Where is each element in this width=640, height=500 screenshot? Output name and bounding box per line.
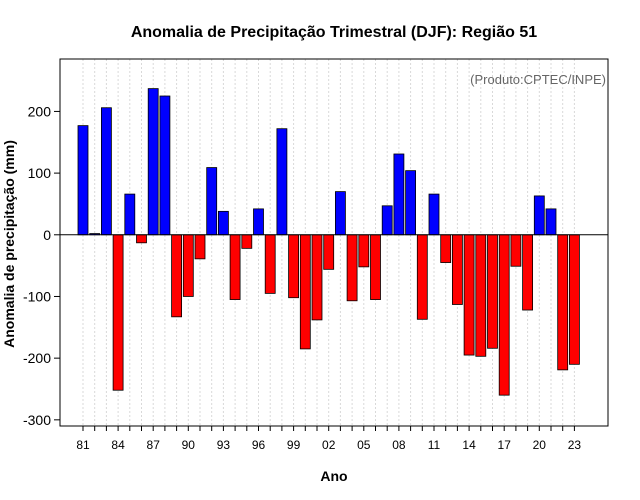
bar-87 xyxy=(147,88,159,236)
x-tick-label: 87 xyxy=(147,438,161,452)
x-axis-label: Ano xyxy=(320,468,347,484)
bar-91 xyxy=(194,234,206,260)
x-tick-label: 90 xyxy=(182,438,196,452)
bar-21 xyxy=(545,208,557,236)
bar-07 xyxy=(381,205,393,236)
bar-08 xyxy=(393,153,405,236)
y-axis-label: Anomalia de precipitação (mm) xyxy=(1,140,17,348)
bar-10 xyxy=(416,234,428,320)
bar-18 xyxy=(510,234,522,267)
x-tick-label: 23 xyxy=(568,438,582,452)
x-tick-label: 11 xyxy=(428,438,441,452)
x-tick-label: 20 xyxy=(533,438,547,452)
bar-03 xyxy=(334,191,346,236)
bar-06 xyxy=(370,234,381,300)
bar-84 xyxy=(112,234,124,391)
x-tick-label: 84 xyxy=(111,438,125,452)
credit-label: (Produto:CPTEC/INPE) xyxy=(470,72,606,87)
y-tick-label: -200 xyxy=(23,350,51,366)
bar-83 xyxy=(101,107,112,236)
bar-12 xyxy=(440,234,452,263)
x-tick-label: 08 xyxy=(392,438,406,452)
bars xyxy=(77,88,580,396)
bar-98 xyxy=(276,128,288,236)
x-tick-label: 02 xyxy=(322,438,336,452)
bar-20 xyxy=(533,195,545,236)
bar-99 xyxy=(288,234,300,299)
bar-95 xyxy=(241,234,253,249)
y-tick-label: 200 xyxy=(28,103,52,119)
x-tick-label: 93 xyxy=(217,438,231,452)
bar-89 xyxy=(171,234,183,318)
x-tick-label: 14 xyxy=(462,438,476,452)
bar-22 xyxy=(557,234,569,371)
x-tick-label: 05 xyxy=(357,438,371,452)
bar-94 xyxy=(229,234,241,300)
x-tick-label: 96 xyxy=(252,438,266,452)
y-tick-label: 0 xyxy=(43,227,51,243)
bar-85 xyxy=(124,193,136,236)
bar-05 xyxy=(358,234,370,268)
bar-19 xyxy=(522,234,533,311)
chart-title: Anomalia de Precipitação Trimestral (DJF… xyxy=(131,24,537,41)
bar-92 xyxy=(206,167,218,236)
bar-16 xyxy=(487,234,498,349)
bar-09 xyxy=(405,170,417,236)
bar-86 xyxy=(136,234,147,244)
y-tick-label: -100 xyxy=(23,288,51,304)
bar-97 xyxy=(264,234,276,294)
bar-81 xyxy=(77,125,89,236)
bar-04 xyxy=(346,234,358,302)
bar-01 xyxy=(311,234,323,321)
y-axis: -300 -200 -100 0 100 200 xyxy=(23,103,60,428)
bar-13 xyxy=(451,234,463,305)
bar-15 xyxy=(475,234,487,357)
x-axis: 81 84 87 90 93 96 99 02 05 08 11 14 17 20 23 xyxy=(76,426,581,452)
bar-14 xyxy=(463,234,475,356)
bar-90 xyxy=(182,234,194,297)
bar-17 xyxy=(498,234,510,396)
y-tick-label: -300 xyxy=(23,412,51,428)
y-tick-label: 100 xyxy=(28,165,52,181)
bar-96 xyxy=(253,208,264,236)
x-tick-label: 17 xyxy=(498,438,512,452)
bar-11 xyxy=(428,193,440,236)
bar-88 xyxy=(159,95,171,236)
x-tick-label: 99 xyxy=(287,438,301,452)
plot-frame xyxy=(59,58,609,427)
bar-93 xyxy=(217,210,229,236)
bar-23 xyxy=(569,234,580,365)
x-tick-label: 81 xyxy=(76,438,90,452)
bar-02 xyxy=(323,234,335,270)
bar-00 xyxy=(299,234,311,350)
